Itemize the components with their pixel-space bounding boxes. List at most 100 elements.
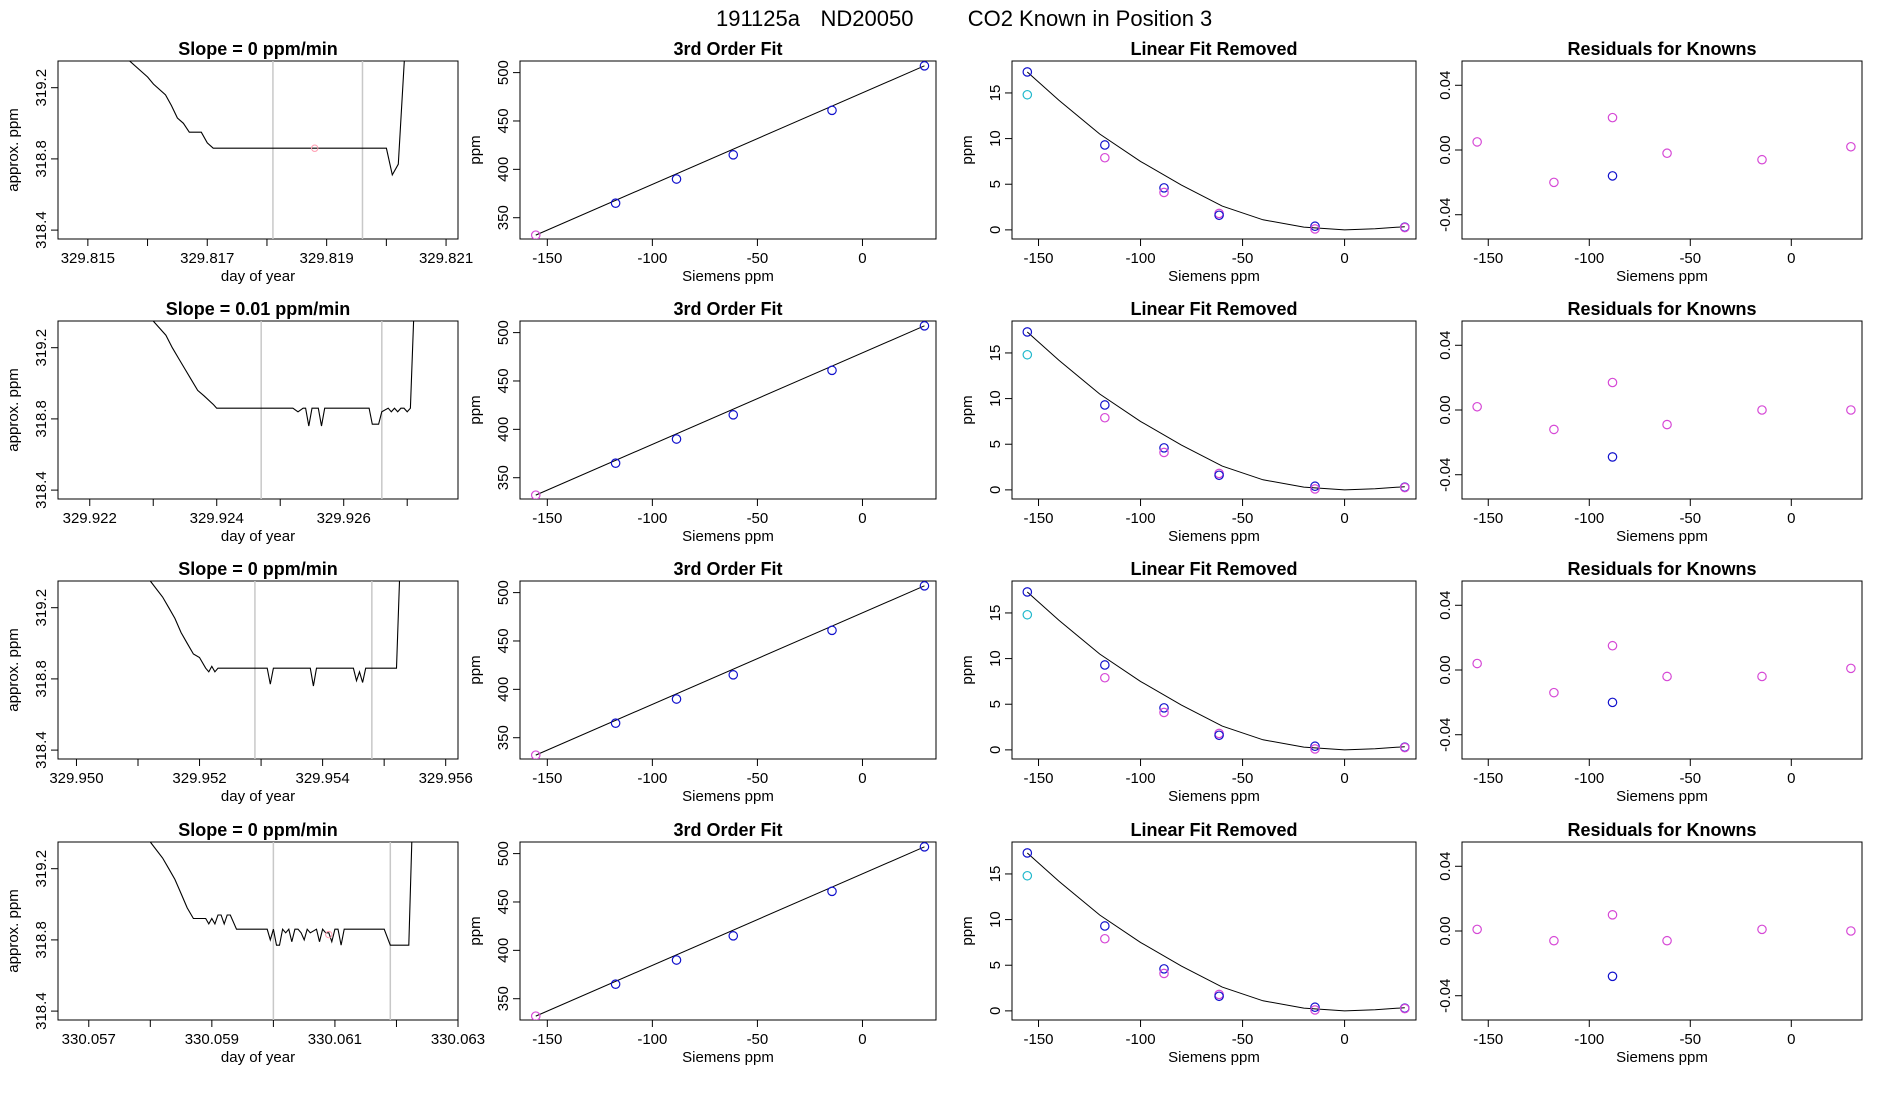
x-tick-label: -150 xyxy=(1473,770,1503,787)
plot-frame xyxy=(1011,60,1417,240)
x-tick-label: -150 xyxy=(532,510,562,527)
x-tick-label: 0 xyxy=(1340,1031,1348,1048)
data-point xyxy=(1607,171,1618,181)
y-tick-label: 500 xyxy=(495,320,512,345)
x-tick-label: -150 xyxy=(1024,510,1054,527)
y-axis-label: approx. ppm xyxy=(5,889,22,972)
x-tick-label: 329.819 xyxy=(300,250,354,267)
data-point xyxy=(1662,935,1672,946)
x-axis-label: Siemens ppm xyxy=(1168,1049,1260,1066)
y-tick-label: 319.2 xyxy=(33,329,50,367)
data-point xyxy=(610,718,621,729)
panel-title: 3rd Order Fit xyxy=(673,299,782,319)
y-tick-label: 319.2 xyxy=(33,589,50,627)
data-point xyxy=(1022,848,1033,858)
panel-r2-time: Slope = 0 ppm/min 329.950 329.952 329.954 32… xyxy=(5,559,473,805)
x-tick-label: -100 xyxy=(637,1031,667,1048)
y-tick-label: 5 xyxy=(987,180,1004,188)
data-point xyxy=(1757,924,1767,935)
y-axis-label: ppm xyxy=(467,395,484,424)
x-tick-label: 330.061 xyxy=(308,1031,362,1048)
x-tick-label: -100 xyxy=(1574,770,1604,787)
data-point xyxy=(1310,221,1320,232)
data-point xyxy=(1472,401,1482,412)
plot-area xyxy=(1472,112,1856,188)
data-point xyxy=(610,458,621,469)
plot-frame xyxy=(57,841,459,1021)
x-tick-label: -150 xyxy=(1473,510,1503,527)
data-point xyxy=(1472,924,1482,935)
x-tick-label: -150 xyxy=(1024,770,1054,787)
data-point xyxy=(1607,697,1618,708)
y-axis-label: ppm xyxy=(959,395,976,424)
panel-r0-res: Residuals for Knowns -150 -100 -50 0 -0.04 0.0… xyxy=(1437,39,1863,285)
y-tick-label: 0.04 xyxy=(1437,591,1454,620)
x-tick-label: 329.950 xyxy=(49,770,103,787)
data-point xyxy=(1607,112,1618,123)
data-point xyxy=(1846,141,1856,152)
x-tick-label: 329.952 xyxy=(172,770,226,787)
x-tick-label: 329.954 xyxy=(295,770,349,787)
x-tick-label: 329.956 xyxy=(419,770,473,787)
plot-area xyxy=(530,581,930,759)
x-axis-label: day of year xyxy=(221,788,295,805)
data-point xyxy=(1472,137,1482,147)
x-tick-label: 0 xyxy=(1787,770,1795,787)
x-tick-label: -50 xyxy=(747,510,769,527)
y-tick-label: 0.04 xyxy=(1437,331,1454,360)
plot-frame xyxy=(1011,320,1417,500)
x-tick-label: -50 xyxy=(1679,510,1701,527)
y-axis-label: ppm xyxy=(959,135,976,164)
panel-title: 3rd Order Fit xyxy=(673,820,782,840)
y-tick-label: 450 xyxy=(495,889,512,914)
data-point xyxy=(1607,640,1618,651)
data-point xyxy=(1757,154,1767,165)
data-point xyxy=(610,198,621,209)
x-axis-label: Siemens ppm xyxy=(1168,788,1260,805)
y-axis-label: approx. ppm xyxy=(5,628,22,711)
plot-frame xyxy=(1011,580,1417,760)
data-point xyxy=(827,105,837,116)
y-tick-label: 319.2 xyxy=(33,850,50,888)
fit-line xyxy=(535,325,925,496)
x-tick-label: -50 xyxy=(1232,1031,1254,1048)
data-point xyxy=(671,955,682,965)
data-point xyxy=(919,61,930,71)
x-tick-label: -50 xyxy=(1679,250,1701,267)
x-tick-label: 0 xyxy=(858,250,866,267)
data-point xyxy=(1159,447,1169,458)
y-axis-label: approx. ppm xyxy=(5,368,22,451)
data-point xyxy=(827,365,837,376)
y-axis-label: ppm xyxy=(467,655,484,684)
panel-title: Residuals for Knowns xyxy=(1567,299,1756,319)
x-axis-label: Siemens ppm xyxy=(682,268,774,285)
panel-title: Linear Fit Removed xyxy=(1130,299,1297,319)
x-tick-label: 329.821 xyxy=(419,250,473,267)
y-tick-label: 15 xyxy=(987,345,1004,362)
data-point xyxy=(1100,660,1110,670)
y-axis-label: ppm xyxy=(959,916,976,945)
panel-title: Slope = 0 ppm/min xyxy=(178,559,338,579)
data-point xyxy=(1607,377,1618,388)
x-tick-label: -150 xyxy=(1473,1031,1503,1048)
fit-line xyxy=(535,585,925,756)
y-tick-label: 0.00 xyxy=(1437,916,1454,945)
data-point xyxy=(827,625,837,636)
y-tick-label: 350 xyxy=(495,205,512,230)
panel-r3-lin: Linear Fit Removed -150 -100 -50 0 0 5 10 15 Siem… xyxy=(959,820,1417,1066)
data-point xyxy=(1100,921,1110,931)
y-tick-label: 350 xyxy=(495,725,512,750)
y-tick-label: 318.8 xyxy=(33,921,50,959)
data-point xyxy=(1159,183,1169,193)
y-tick-label: 0 xyxy=(987,486,1004,494)
data-point xyxy=(1100,933,1110,944)
panel-r3-fit: 3rd Order Fit -150 -100 -50 0 350 400 450 500 Sie… xyxy=(467,820,937,1066)
reference-marker xyxy=(311,144,319,152)
x-axis-label: Siemens ppm xyxy=(1168,268,1260,285)
data-point xyxy=(1662,419,1672,430)
panel-title: Linear Fit Removed xyxy=(1130,39,1297,59)
plot-area xyxy=(530,842,930,1020)
y-tick-label: 318.4 xyxy=(33,992,50,1030)
data-point xyxy=(1310,1005,1320,1015)
